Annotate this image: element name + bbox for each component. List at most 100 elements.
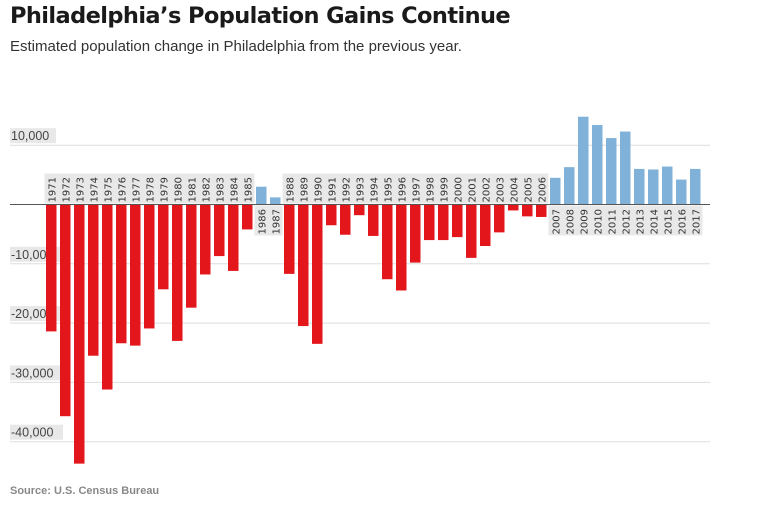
x-label-bg (310, 173, 325, 204)
x-label-bg (296, 173, 311, 204)
x-label-bg (408, 173, 423, 204)
x-tick-label: 1982 (202, 177, 213, 202)
x-label-bg (562, 205, 577, 236)
x-tick-label: 2016 (678, 209, 689, 234)
x-label-bg (590, 205, 605, 236)
x-tick-label: 1997 (412, 177, 423, 202)
bar-2017 (690, 168, 701, 205)
bar-2011 (606, 138, 617, 205)
x-tick-label: 2012 (622, 209, 633, 234)
x-label-bg (282, 173, 297, 204)
x-tick-label: 1971 (48, 177, 59, 202)
x-label-bg (492, 173, 507, 204)
x-tick-label: 2008 (566, 209, 577, 234)
y-tick-label: 10,000 (11, 129, 49, 143)
x-label-bg (254, 205, 269, 236)
bar-1990 (312, 204, 323, 344)
bar-2004 (508, 204, 519, 211)
x-tick-label: 1991 (328, 177, 339, 202)
x-tick-label: 2007 (552, 209, 563, 234)
bar-1984 (228, 204, 239, 271)
x-label-bg (646, 205, 661, 236)
x-label-bg (268, 205, 283, 236)
bar-1986 (256, 186, 267, 205)
x-tick-label: 1999 (440, 177, 451, 202)
bar-1981 (186, 204, 197, 308)
bar-1983 (214, 204, 225, 257)
chart-subtitle: Estimated population change in Philadelp… (10, 38, 462, 55)
x-label-bg (604, 205, 619, 236)
x-tick-label: 1976 (118, 177, 129, 202)
x-tick-label: 1990 (314, 177, 325, 202)
bar-1994 (368, 204, 379, 236)
x-tick-label: 1993 (356, 177, 367, 202)
x-tick-label: 1977 (132, 177, 143, 202)
x-label-bg (422, 173, 437, 204)
x-label-bg (688, 205, 703, 236)
x-label-bg (226, 173, 241, 204)
x-label-bg (338, 173, 353, 204)
x-label-bg (324, 173, 339, 204)
bar-1974 (88, 204, 99, 356)
x-tick-label: 1973 (76, 177, 87, 202)
x-tick-label: 2010 (594, 209, 605, 234)
y-tick-label: -10,000 (11, 248, 53, 262)
x-tick-label: 2001 (468, 177, 479, 202)
x-label-bg (170, 173, 185, 204)
x-tick-label: 1985 (244, 177, 255, 202)
x-tick-label: 1994 (370, 177, 381, 202)
y-tick-label: -40,000 (11, 426, 53, 440)
bar-2000 (452, 204, 463, 238)
x-label-bg (240, 173, 255, 204)
x-tick-label: 1979 (160, 177, 171, 202)
bar-1971 (46, 204, 57, 332)
x-tick-label: 1989 (300, 177, 311, 202)
x-tick-label: 2000 (454, 177, 465, 202)
x-label-bg (366, 173, 381, 204)
bar-2016 (676, 179, 687, 205)
x-tick-label: 1974 (90, 177, 101, 202)
x-tick-label: 2015 (664, 209, 675, 234)
x-label-bg (506, 173, 521, 204)
y-tick-label: -20,000 (11, 307, 53, 321)
x-label-bg (86, 173, 101, 204)
bar-1991 (326, 204, 337, 226)
bar-2013 (634, 168, 645, 205)
y-tick-label-bg (10, 424, 63, 440)
x-label-bg (44, 173, 59, 204)
bar-2012 (620, 131, 631, 205)
x-tick-label: 1981 (188, 177, 199, 202)
bar-1982 (200, 204, 211, 275)
bar-1998 (424, 204, 435, 241)
x-label-bg (380, 173, 395, 204)
bar-2008 (564, 167, 575, 205)
chart-title: Philadelphia’s Population Gains Continue (10, 3, 511, 29)
bar-2002 (480, 204, 491, 247)
x-label-bg (128, 173, 143, 204)
x-tick-label: 1975 (104, 177, 115, 202)
x-tick-label: 1980 (174, 177, 185, 202)
bar-1973 (74, 204, 85, 464)
bar-1985 (242, 204, 253, 230)
bar-2010 (592, 125, 603, 205)
x-tick-label: 1996 (398, 177, 409, 202)
bar-1992 (340, 204, 351, 235)
x-label-bg (72, 173, 87, 204)
source-note: Source: U.S. Census Bureau (10, 485, 160, 497)
bar-1976 (116, 204, 127, 344)
bar-2003 (494, 204, 505, 233)
x-label-bg (58, 173, 73, 204)
x-tick-label: 2002 (482, 177, 493, 202)
bar-1979 (158, 204, 169, 290)
x-tick-label: 2003 (496, 177, 507, 202)
x-label-bg (156, 173, 171, 204)
x-tick-label: 1987 (272, 209, 283, 234)
bar-2007 (550, 177, 561, 205)
bar-1980 (172, 204, 183, 341)
x-tick-label: 1978 (146, 177, 157, 202)
x-tick-label: 1972 (62, 177, 73, 202)
x-label-bg (548, 205, 563, 236)
bar-1988 (284, 204, 295, 274)
x-label-bg (198, 173, 213, 204)
x-label-bg (212, 173, 227, 204)
